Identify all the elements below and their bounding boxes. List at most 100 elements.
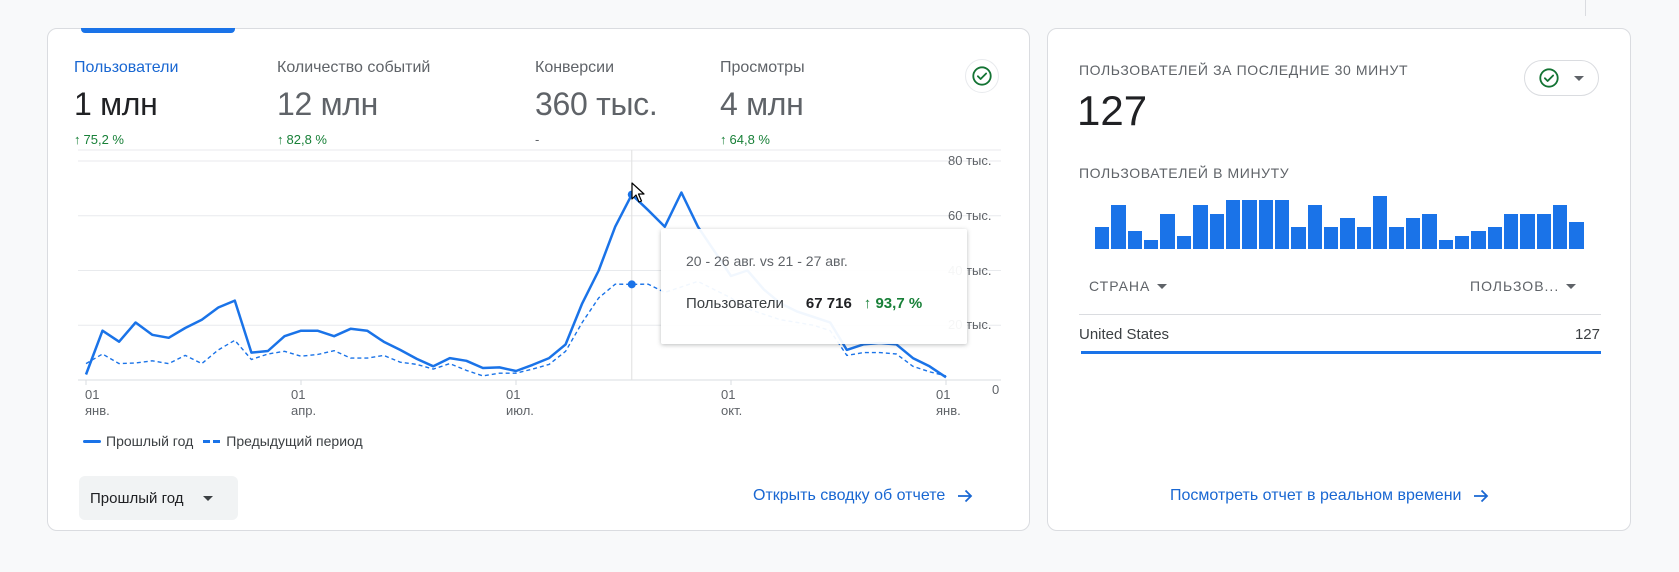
per-minute-bar[interactable] <box>1209 214 1224 249</box>
per-minute-bar[interactable] <box>1111 205 1126 249</box>
table-divider <box>1079 314 1601 315</box>
column-header-label: СТРАНА <box>1089 278 1151 294</box>
column-header-country[interactable]: СТРАНА <box>1089 278 1168 294</box>
active-metric-indicator <box>81 28 235 33</box>
per-minute-bar-chart <box>1095 189 1584 249</box>
per-minute-bar[interactable] <box>1307 205 1323 249</box>
per-minute-bar[interactable] <box>1160 214 1175 249</box>
metric-value: 1 млн <box>74 86 158 122</box>
column-header-label: ПОЛЬЗОВ... <box>1470 278 1560 294</box>
arrow-right-icon <box>1474 489 1489 503</box>
metric-value: 360 тыс. <box>535 86 658 122</box>
check-circle-icon <box>972 66 992 86</box>
chevron-down-icon <box>202 495 213 501</box>
per-minute-bar[interactable] <box>1291 227 1306 249</box>
legend-label-previous-period: Предыдущий период <box>226 433 363 449</box>
x-axis-tick-label: 01 янв. <box>936 387 961 418</box>
y-axis-tick-label: 0 <box>992 382 1000 397</box>
arrow-up-icon: ↑ <box>74 132 81 147</box>
link-label: Открыть сводку об отчете <box>753 487 946 504</box>
per-minute-bar[interactable] <box>1389 227 1404 249</box>
metric-label: Просмотры <box>720 59 805 76</box>
chevron-down-icon <box>1157 283 1168 289</box>
x-axis-tick-label: 01 апр. <box>291 387 317 418</box>
per-minute-bar[interactable] <box>1242 200 1257 249</box>
metric-label: Количество событий <box>277 59 431 76</box>
legend-solid-line-icon <box>83 439 101 443</box>
per-minute-bar[interactable] <box>1487 227 1502 249</box>
metric-tab-users[interactable]: Пользователи 1 млн ↑ 75,2 % <box>74 59 178 147</box>
metric-delta: - <box>535 132 540 147</box>
per-minute-bar[interactable] <box>1373 196 1388 249</box>
per-minute-bar[interactable] <box>1095 227 1110 249</box>
table-row-share-bar <box>1081 351 1601 354</box>
y-axis-tick-label: 60 тыс. <box>948 207 992 223</box>
per-minute-bar[interactable] <box>1193 205 1208 249</box>
link-label: Посмотреть отчет в реальном времени <box>1170 487 1462 504</box>
legend-label-last-year: Прошлый год <box>106 433 194 449</box>
metric-label: Конверсии <box>535 59 615 76</box>
metric-delta: ↑ 75,2 % <box>74 132 124 147</box>
overview-card: Пользователи 1 млн ↑ 75,2 % Количество со… <box>47 28 1030 531</box>
arrow-up-icon: ↑ <box>277 132 284 147</box>
realtime-card: ПОЛЬЗОВАТЕЛЕЙ ЗА ПОСЛЕДНИЕ 30 МИНУТ 127 … <box>1047 28 1631 531</box>
table-cell-users: 127 <box>1574 326 1600 343</box>
check-circle-icon <box>1539 68 1559 88</box>
metric-value: 4 млн <box>720 86 804 122</box>
per-minute-bar[interactable] <box>1536 214 1552 249</box>
per-minute-bar[interactable] <box>1340 218 1355 249</box>
tooltip-delta: ↑ 93,7 % <box>863 295 923 312</box>
realtime-title: ПОЛЬЗОВАТЕЛЕЙ ЗА ПОСЛЕДНИЕ 30 МИНУТ <box>1079 62 1409 78</box>
data-quality-button[interactable] <box>965 59 999 93</box>
metric-tab-conversions[interactable]: Конверсии 360 тыс. - <box>535 59 658 147</box>
metric-value: 12 млн <box>277 86 379 122</box>
per-minute-bar[interactable] <box>1127 231 1143 249</box>
tooltip-row: Пользователи 67 716 ↑ 93,7 % <box>686 295 967 312</box>
per-minute-bar[interactable] <box>1471 231 1486 249</box>
period-dropdown-value: Прошлый год <box>90 489 184 507</box>
x-axis-tick-label: 01 окт. <box>721 387 743 418</box>
per-minute-bar[interactable] <box>1324 227 1339 249</box>
per-minute-bar[interactable] <box>1258 200 1273 249</box>
tooltip-value: 67 716 <box>805 295 852 312</box>
column-header-users[interactable]: ПОЛЬЗОВ... <box>1470 278 1577 294</box>
per-minute-bar[interactable] <box>1503 214 1519 249</box>
chart-tooltip: 20 - 26 авг. vs 21 - 27 авг. Пользовател… <box>661 229 967 344</box>
per-minute-bar[interactable] <box>1356 227 1372 249</box>
per-minute-bar[interactable] <box>1569 222 1584 249</box>
per-minute-label: ПОЛЬЗОВАТЕЛЕЙ В МИНУТУ <box>1079 165 1290 181</box>
period-dropdown[interactable]: Прошлый год <box>79 476 238 520</box>
per-minute-bar[interactable] <box>1405 218 1421 249</box>
per-minute-bar[interactable] <box>1225 200 1241 249</box>
realtime-users-count: 127 <box>1077 87 1148 134</box>
y-axis-tick-label: 80 тыс. <box>948 153 992 168</box>
metric-delta: ↑ 64,8 % <box>720 132 770 147</box>
metric-label: Пользователи <box>74 59 179 76</box>
chevron-down-icon <box>1566 283 1577 289</box>
per-minute-bar[interactable] <box>1274 200 1290 249</box>
per-minute-bar[interactable] <box>1520 214 1535 249</box>
arrow-up-icon: ↑ <box>720 132 727 147</box>
mouse-cursor-icon <box>631 182 645 203</box>
metric-tab-views[interactable]: Просмотры 4 млн ↑ 64,8 % <box>720 59 805 147</box>
legend-dashed-line-icon <box>203 439 221 443</box>
table-cell-country: United States <box>1079 326 1170 343</box>
divider <box>1585 0 1586 16</box>
per-minute-bar[interactable] <box>1438 240 1453 249</box>
chart-legend: Прошлый год Предыдущий период <box>83 433 363 449</box>
x-axis-tick-label: 01 янв. <box>85 387 110 418</box>
open-report-summary-link[interactable]: Открыть сводку об отчете <box>753 487 973 505</box>
arrow-up-icon: ↑ <box>863 295 872 312</box>
view-realtime-report-link[interactable]: Посмотреть отчет в реальном времени <box>1170 487 1489 505</box>
arrow-right-icon <box>958 489 973 503</box>
tooltip-date-range: 20 - 26 авг. vs 21 - 27 авг. <box>686 253 848 269</box>
per-minute-bar[interactable] <box>1176 236 1192 249</box>
per-minute-bar[interactable] <box>1454 236 1470 249</box>
realtime-status-dropdown[interactable] <box>1524 60 1599 96</box>
per-minute-bar[interactable] <box>1553 205 1568 249</box>
tooltip-metric: Пользователи <box>686 295 784 312</box>
per-minute-bar[interactable] <box>1422 214 1437 249</box>
metric-tab-events[interactable]: Количество событий 12 млн ↑ 82,8 % <box>277 59 430 147</box>
x-axis-tick-label: 01 июл. <box>506 387 534 418</box>
per-minute-bar[interactable] <box>1144 240 1159 249</box>
